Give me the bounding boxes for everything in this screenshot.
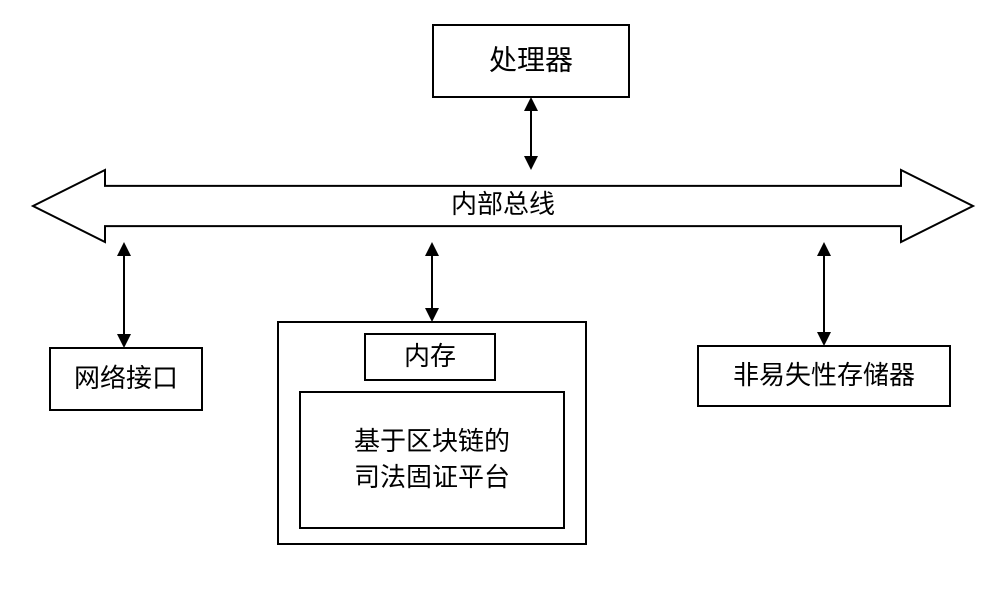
- platform-label-line-1: 司法固证平台: [354, 463, 510, 492]
- internal-bus-label: 内部总线: [451, 190, 555, 219]
- nvm-label: 非易失性存储器: [733, 361, 915, 390]
- platform-label-line-0: 基于区块链的: [354, 427, 510, 456]
- memory-label: 内存: [404, 342, 456, 371]
- processor-label: 处理器: [489, 44, 573, 76]
- platform-box: [300, 392, 564, 528]
- network-interface-label: 网络接口: [74, 364, 178, 393]
